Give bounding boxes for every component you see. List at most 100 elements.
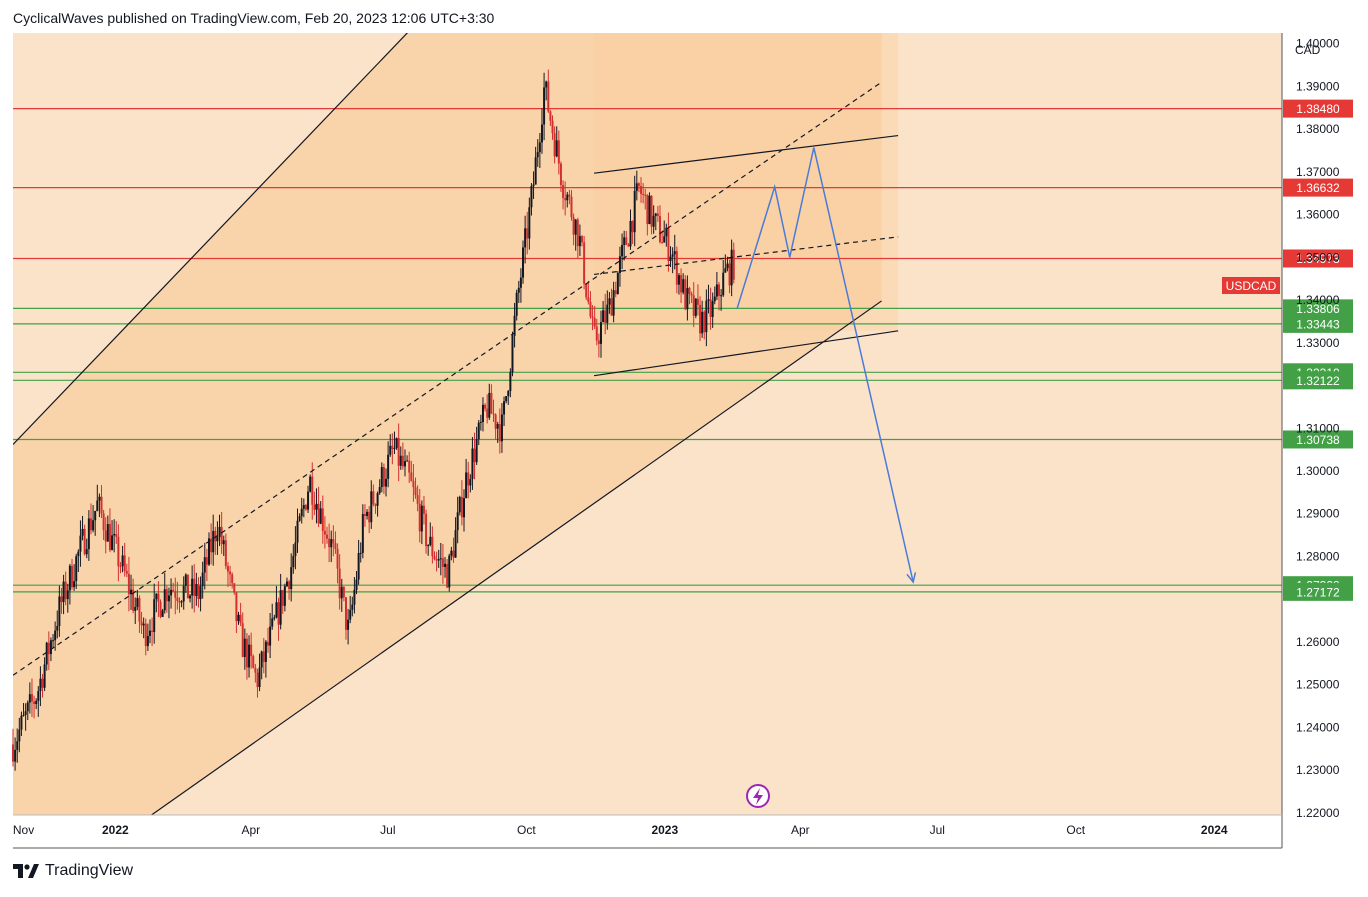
candle	[675, 246, 678, 294]
candle	[191, 565, 194, 609]
candle-body	[77, 551, 80, 557]
candle	[492, 399, 495, 422]
candle-body	[290, 567, 293, 590]
candle	[212, 514, 215, 566]
candle-body	[635, 183, 638, 191]
candle	[20, 711, 23, 736]
candle-body	[551, 120, 554, 134]
lightning-icon-bolt	[753, 788, 763, 805]
candle	[85, 538, 88, 559]
x-tick-label: Oct	[517, 823, 536, 837]
candle-body	[370, 491, 373, 523]
candle	[540, 108, 543, 154]
candle-body	[677, 275, 680, 285]
candle-body	[220, 526, 223, 545]
candle	[690, 291, 693, 304]
candle	[684, 275, 687, 311]
candle-body	[54, 630, 57, 641]
resistance-level-2-tag-box	[1283, 249, 1353, 268]
candle	[182, 576, 185, 610]
candle	[524, 215, 527, 264]
candle-body	[414, 487, 417, 496]
candle-body	[252, 656, 255, 668]
candle-body	[694, 298, 697, 316]
support-level-0-tag-box	[1283, 299, 1353, 318]
candle	[336, 543, 339, 584]
candle	[111, 520, 114, 551]
candle-body	[431, 536, 434, 557]
candle-body	[524, 228, 527, 248]
resistance-level-1-tag-label: 1.36632	[1296, 181, 1340, 195]
candle	[328, 523, 331, 563]
candle-body	[216, 536, 219, 542]
candle-body	[203, 557, 206, 573]
candle	[593, 306, 596, 329]
candle-body	[564, 198, 567, 201]
candle	[663, 220, 666, 243]
candle-body	[581, 236, 584, 243]
candle-body	[553, 133, 556, 157]
candle-body	[393, 448, 396, 450]
candle	[79, 520, 82, 567]
candle-body	[435, 559, 438, 561]
candle-body	[646, 194, 649, 225]
candle-body	[562, 185, 565, 199]
candle-body	[191, 578, 194, 596]
candle	[210, 523, 213, 565]
candle-body	[102, 513, 105, 531]
candle-body	[18, 729, 21, 742]
candle	[33, 695, 36, 719]
candle-body	[20, 715, 23, 730]
candle-body	[279, 590, 282, 625]
candle-body	[96, 500, 99, 511]
candle-body	[79, 535, 82, 552]
projection-path	[736, 147, 914, 583]
y-tick-label: 1.29000	[1296, 507, 1340, 521]
candle-body	[526, 228, 529, 239]
candle	[176, 581, 179, 610]
candle-body	[663, 236, 666, 243]
candle-body	[559, 163, 562, 186]
lightning-icon[interactable]	[746, 784, 770, 808]
candle-body	[475, 439, 478, 463]
candle	[599, 310, 602, 358]
x-tick-label: Nov	[13, 823, 34, 837]
consolidation-mid-line	[593, 236, 899, 276]
candle	[446, 558, 449, 588]
candle	[669, 246, 672, 267]
candle	[597, 333, 600, 358]
candle	[465, 458, 468, 499]
candle	[197, 577, 200, 608]
candle-body	[218, 526, 221, 537]
candle-body	[300, 508, 303, 517]
candle	[290, 553, 293, 602]
candle	[661, 230, 664, 244]
candle-body	[669, 256, 672, 261]
candle-body	[458, 496, 461, 513]
candle-body	[593, 317, 596, 327]
candle	[408, 451, 411, 484]
y-tick-label: 1.26000	[1296, 635, 1340, 649]
candle-body	[644, 194, 647, 196]
candle-body	[159, 601, 162, 617]
candle	[203, 542, 206, 590]
resistance-level-1-tag-box	[1283, 178, 1353, 197]
candle-body	[260, 651, 263, 668]
candle	[119, 562, 122, 574]
candle	[498, 408, 501, 454]
candle-body	[522, 247, 525, 278]
candle-body	[111, 535, 114, 550]
candle	[484, 403, 487, 412]
candle	[623, 230, 626, 261]
candle	[252, 654, 255, 669]
candle-body	[621, 244, 624, 257]
candle	[515, 289, 518, 321]
candle	[618, 246, 621, 287]
candle-body	[121, 555, 124, 567]
candle-body	[142, 623, 145, 626]
candle-body	[427, 544, 430, 547]
candle	[395, 437, 398, 450]
candle-body	[226, 566, 229, 572]
